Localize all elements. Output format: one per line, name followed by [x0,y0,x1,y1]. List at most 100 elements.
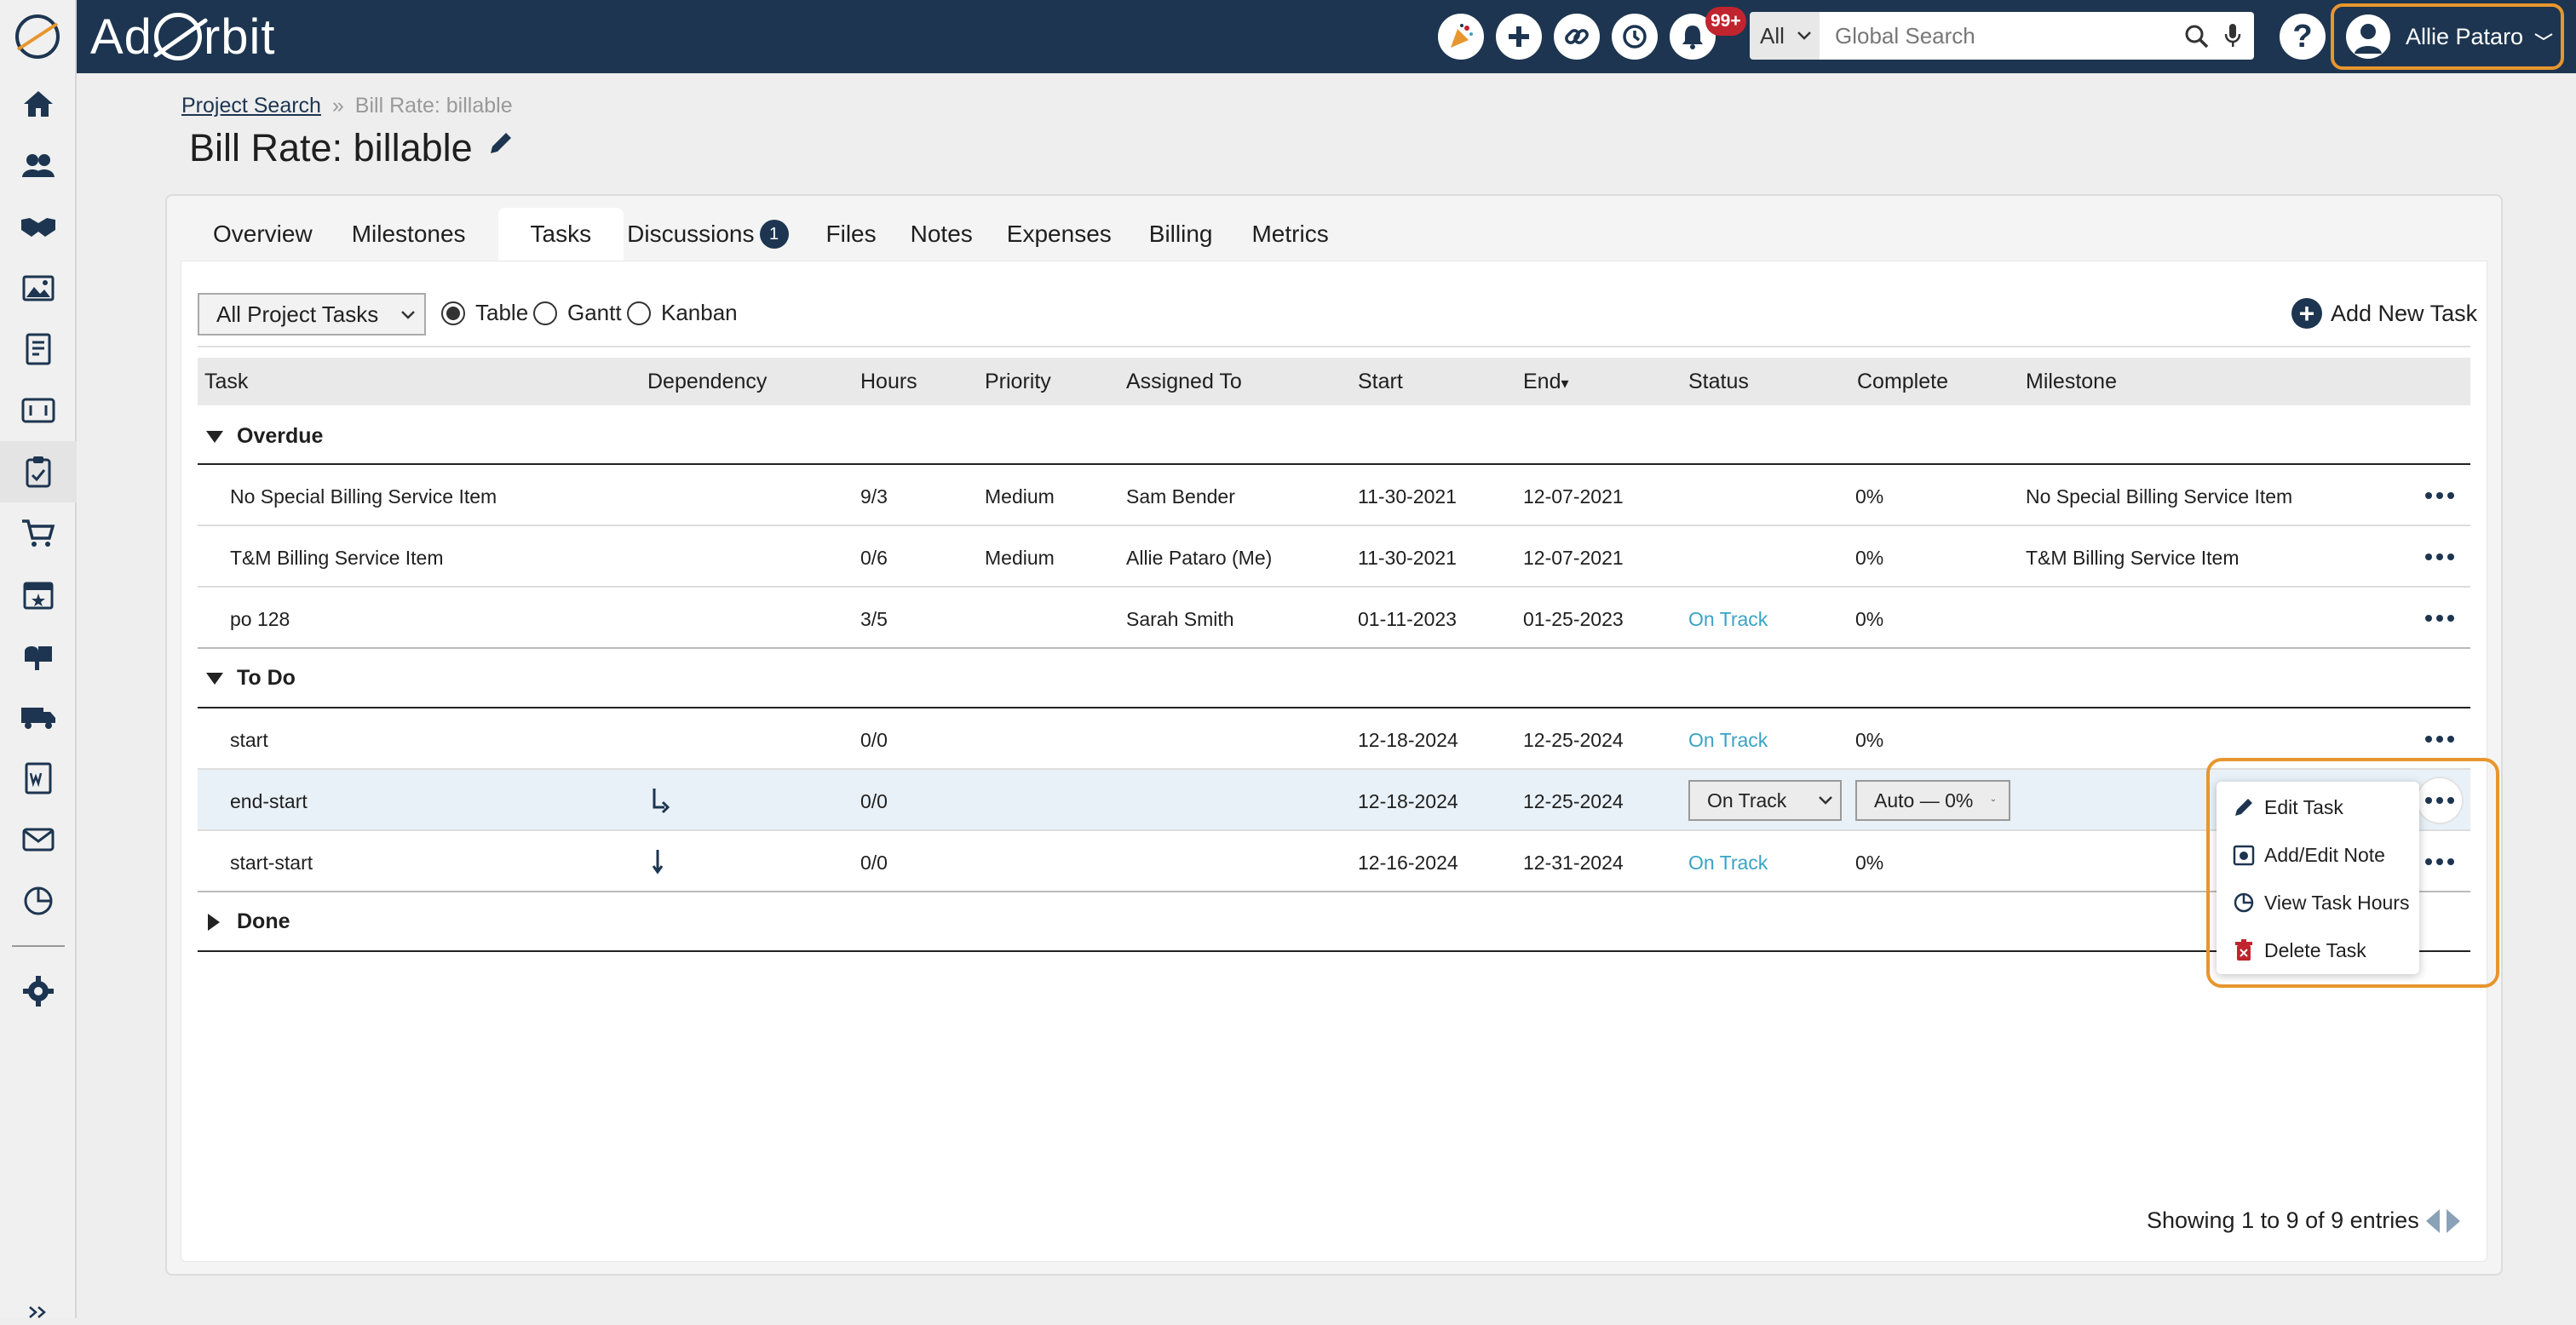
table-row[interactable]: T&M Billing Service Item 0/6 Medium Alli… [198,526,2470,588]
next-page-icon[interactable] [2446,1208,2460,1233]
breadcrumb-project-search-link[interactable]: Project Search [181,94,321,118]
task-assigned: Sarah Smith [1126,608,1234,630]
sidebar-calendar-icon[interactable] [0,564,77,625]
plus-circle-icon: + [2291,298,2322,329]
row-actions-ellipsis-icon[interactable] [2418,535,2462,579]
row-actions-ellipsis-icon[interactable] [2418,473,2462,518]
tab-billing[interactable]: Billing [1148,221,1213,247]
col-milestone[interactable]: Milestone [2026,370,2117,393]
task-complete: 0% [1855,608,1884,630]
table-row[interactable]: start 0/0 12-18-2024 12-25-2024 On Track… [198,708,2470,770]
task-start: 01-11-2023 [1358,608,1457,630]
chevron-down-icon [401,311,415,319]
status-select[interactable]: On Track [1688,780,1842,821]
tab-discussions[interactable]: Discussions 1 [624,208,791,261]
group-done-toggle[interactable]: Done [208,909,290,934]
add-icon[interactable] [1496,14,1542,60]
sidebar-email-icon[interactable] [0,809,77,870]
sidebar-contacts-icon[interactable] [0,135,77,196]
task-name: T&M Billing Service Item [230,547,444,569]
search-scope-select[interactable]: All [1750,12,1820,60]
help-glyph: ? [2292,18,2313,54]
task-priority: Medium [985,547,1055,569]
col-task[interactable]: Task [204,370,249,393]
sidebar-reports-chart-icon[interactable] [0,870,77,932]
sidebar-deals-handshake-icon[interactable] [0,196,77,257]
row-actions-ellipsis-icon[interactable] [2418,840,2462,884]
help-icon[interactable]: ? [2280,14,2326,60]
table-row[interactable]: No Special Billing Service Item 9/3 Medi… [198,465,2470,526]
user-menu[interactable]: Allie Pataro [2331,3,2564,70]
task-context-menu: Edit Task Add/Edit Note View Task Hours … [2217,782,2419,974]
row-actions-ellipsis-icon[interactable] [2418,717,2462,761]
view-label-table: Table [475,300,529,325]
sidebar-mailbox-icon[interactable] [0,625,77,686]
tab-expenses[interactable]: Expenses [1006,221,1112,247]
row-actions-ellipsis-icon[interactable] [2418,596,2462,640]
history-icon[interactable] [1612,14,1658,60]
sidebar-settings-gear-icon[interactable] [0,961,77,1022]
sidebar-billing-icon[interactable] [0,380,77,441]
sort-desc-icon: ▾ [1561,375,1569,392]
menu-delete-task[interactable]: Delete Task [2217,926,2419,974]
view-radio-kanban[interactable]: Kanban [627,300,738,326]
add-new-task-button[interactable]: + Add New Task [2291,298,2477,329]
tab-metrics[interactable]: Metrics [1251,221,1329,247]
group-overdue-toggle[interactable]: Overdue [206,424,323,449]
sidebar-invoices-icon[interactable] [0,318,77,380]
col-assigned-to[interactable]: Assigned To [1126,370,1242,393]
adorbit-logo[interactable]: Ad rbit [90,9,276,65]
menu-add-edit-note[interactable]: Add/Edit Note [2217,831,2419,879]
task-name: No Special Billing Service Item [230,485,497,508]
view-radio-table[interactable]: Table [441,300,528,326]
sidebar-orders-cart-icon[interactable] [0,502,77,564]
search-icon[interactable] [2184,24,2210,49]
sidebar-media-icon[interactable] [0,257,77,318]
col-start[interactable]: Start [1358,370,1403,393]
sidebar-expand-chevrons-icon[interactable] [0,1299,77,1325]
sidebar-projects-clipboard-icon[interactable] [0,441,77,502]
add-new-task-label: Add New Task [2331,300,2478,326]
chevron-down-icon [1819,796,1832,805]
microphone-icon[interactable] [2223,22,2242,49]
sidebar-divider [12,945,65,947]
view-radio-gantt[interactable]: Gantt [533,300,622,326]
menu-view-task-hours[interactable]: View Task Hours [2217,879,2419,926]
table-row[interactable]: po 128 3/5 Sarah Smith 01-11-2023 01-25-… [198,588,2470,649]
table-row-selected[interactable]: end-start 0/0 12-18-2024 12-25-2024 On T… [198,770,2470,831]
col-priority[interactable]: Priority [985,370,1051,393]
task-filter-select[interactable]: All Project Tasks [198,293,426,336]
tab-tasks[interactable]: Tasks [497,208,624,261]
col-status[interactable]: Status [1688,370,1749,393]
group-divider [198,950,2470,952]
col-dependency[interactable]: Dependency [647,370,768,393]
tab-notes[interactable]: Notes [910,221,973,247]
task-priority: Medium [985,485,1055,508]
prev-page-icon[interactable] [2425,1208,2440,1233]
col-hours[interactable]: Hours [860,370,917,393]
col-complete[interactable]: Complete [1857,370,1948,393]
task-assigned: Allie Pataro (Me) [1126,547,1273,569]
project-tabs: Overview Milestones Tasks Discussions 1 … [179,208,1329,261]
group-todo-toggle[interactable]: To Do [206,666,296,691]
row-actions-ellipsis-icon-open[interactable] [2418,778,2462,823]
orbit-logo-icon[interactable] [0,0,77,73]
complete-select[interactable]: Auto — 0% [1855,780,2010,821]
menu-delete-task-label: Delete Task [2264,938,2366,961]
sidebar-w2-icon[interactable] [0,748,77,809]
col-end[interactable]: End▾ [1523,370,1569,394]
caret-down-icon [206,430,223,443]
tab-files[interactable]: Files [825,221,877,247]
tab-milestones[interactable]: Milestones [351,221,466,247]
sidebar-home-icon[interactable] [0,73,77,135]
celebration-icon[interactable] [1438,14,1484,60]
menu-edit-task[interactable]: Edit Task [2217,783,2419,831]
table-row[interactable]: start-start 0/0 12-16-2024 12-31-2024 On… [198,831,2470,892]
task-complete: 0% [1855,485,1884,508]
group-todo-label: To Do [237,666,296,690]
tab-overview[interactable]: Overview [213,221,313,247]
edit-pencil-icon[interactable] [486,129,515,158]
global-search-input[interactable]: Global Search [1820,12,2254,60]
sidebar-delivery-truck-icon[interactable] [0,686,77,748]
link-icon[interactable] [1554,14,1600,60]
